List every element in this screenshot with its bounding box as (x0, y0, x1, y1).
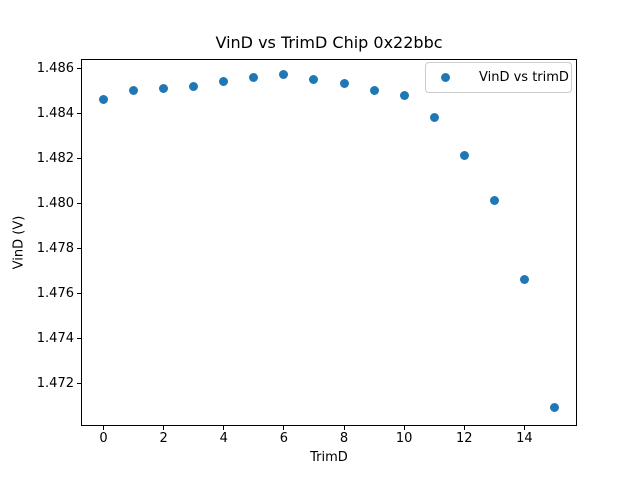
data-point (339, 79, 349, 89)
x-tick (103, 426, 105, 430)
y-tick-label: 1.474 (36, 330, 74, 346)
x-tick-label: 0 (99, 431, 108, 446)
legend-marker-icon (441, 73, 450, 82)
y-tick (77, 247, 81, 249)
x-tick-label: 10 (395, 431, 413, 446)
y-tick (77, 112, 81, 114)
y-tick (77, 337, 81, 339)
x-tick (343, 426, 345, 430)
y-tick-label: 1.484 (36, 105, 74, 121)
x-tick (283, 426, 285, 430)
x-tick-label: 2 (159, 431, 168, 446)
y-tick (77, 292, 81, 294)
x-axis-label: TrimD (310, 450, 348, 465)
data-point (309, 74, 319, 84)
data-point (369, 86, 379, 96)
x-tick (223, 426, 225, 430)
y-tick (77, 67, 81, 69)
x-tick (463, 426, 465, 430)
x-tick (163, 426, 165, 430)
data-point (519, 275, 529, 285)
data-point (249, 72, 259, 82)
data-point (99, 95, 109, 105)
x-tick-label: 14 (516, 431, 533, 446)
data-point (429, 113, 439, 123)
x-tick-label: 4 (219, 431, 228, 446)
x-tick-label: 6 (279, 431, 289, 446)
x-tick (523, 426, 525, 430)
y-tick-label: 1.472 (36, 375, 74, 391)
data-point (459, 151, 469, 161)
data-point (159, 83, 169, 93)
y-tick (77, 157, 81, 159)
data-point (129, 86, 139, 96)
x-tick-label: 8 (339, 431, 349, 446)
x-tick-label: 12 (455, 431, 473, 446)
data-point (489, 196, 499, 206)
chart-title: VinD vs TrimD Chip 0x22bbc (215, 33, 443, 52)
y-tick (77, 202, 81, 204)
data-point (549, 403, 559, 413)
data-point (189, 81, 199, 91)
data-point (219, 77, 229, 86)
y-tick (77, 382, 81, 384)
data-point (279, 70, 289, 80)
legend: VinD vs trimD (425, 62, 572, 93)
y-tick-label: 1.482 (36, 150, 74, 166)
x-tick (403, 426, 405, 430)
y-tick-label: 1.478 (36, 240, 74, 256)
y-tick-label: 1.476 (36, 285, 74, 301)
legend-label: VinD vs trimD (479, 70, 569, 85)
y-tick-label: 1.486 (36, 60, 74, 76)
y-tick-label: 1.480 (36, 195, 74, 211)
plot-area (81, 59, 577, 426)
data-point (399, 90, 409, 100)
